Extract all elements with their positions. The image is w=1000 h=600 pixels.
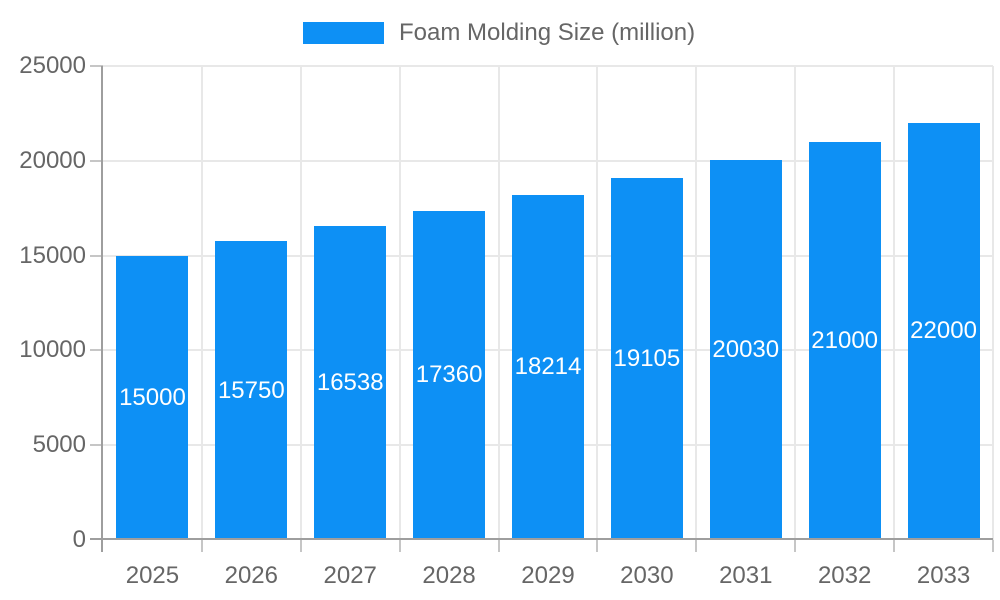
x-axis-tick-label: 2027 [323, 562, 377, 589]
bar[interactable] [116, 255, 189, 540]
bar-value-label: 15000 [119, 383, 186, 411]
y-axis-tick-label: 0 [72, 526, 86, 553]
bar-value-label: 21000 [811, 326, 879, 354]
bar[interactable] [215, 241, 288, 540]
bar-value-label: 15750 [217, 376, 285, 404]
y-axis-tick-label: 25000 [19, 52, 86, 79]
x-axis-tick-label: 2025 [125, 562, 180, 589]
x-axis-tick [596, 540, 599, 552]
y-axis-tick-label: 20000 [19, 146, 86, 174]
x-axis-tick [794, 540, 797, 552]
x-axis-tick [497, 540, 500, 552]
bar[interactable] [314, 226, 387, 540]
legend-label: Foam Molding Size (million) [399, 19, 696, 46]
legend-item[interactable]: Foam Molding Size (million) [303, 19, 696, 46]
gridline-vertical [398, 66, 401, 540]
y-axis-tick-label: 10000 [19, 336, 86, 364]
gridline-vertical [794, 66, 797, 540]
bar-value-label: 16538 [316, 369, 384, 397]
x-axis-tick-label: 2033 [916, 562, 971, 589]
x-axis-tick [893, 540, 896, 552]
y-axis-tick [90, 159, 103, 162]
gridline-horizontal [103, 65, 993, 67]
bar-value-label: 22000 [910, 317, 977, 345]
x-axis-tick-label: 2029 [521, 562, 575, 589]
gridline-vertical [200, 66, 203, 540]
x-axis-line [90, 538, 993, 540]
gridline-vertical [992, 66, 994, 540]
gridline-vertical [596, 66, 599, 540]
y-axis-tick-label: 15000 [19, 241, 86, 269]
y-axis-tick [90, 65, 103, 67]
y-axis-line [101, 66, 103, 552]
x-axis-tick-label: 2030 [620, 562, 674, 589]
gridline-vertical [695, 66, 698, 540]
y-axis-tick [90, 444, 103, 447]
gridline-vertical [497, 66, 500, 540]
legend-swatch-icon [303, 22, 384, 44]
y-axis-tick-label: 5000 [32, 431, 86, 459]
bar[interactable] [610, 177, 683, 540]
bar[interactable] [709, 160, 782, 540]
x-axis-tick [299, 540, 302, 552]
x-axis-tick [695, 540, 698, 552]
y-axis-tick [90, 254, 103, 257]
bar[interactable] [907, 122, 980, 540]
x-axis-tick-label: 2028 [422, 562, 476, 589]
x-axis-tick-label: 2026 [224, 562, 278, 589]
bar-value-label: 19105 [613, 344, 681, 372]
y-axis-tick [90, 349, 103, 352]
bar-value-label: 20030 [712, 336, 780, 364]
x-axis-tick [398, 540, 401, 552]
x-axis-tick [200, 540, 203, 552]
x-axis-tick-label: 2032 [817, 562, 872, 589]
bar[interactable] [808, 141, 881, 540]
x-axis-tick-label: 2031 [719, 562, 773, 589]
bar-value-label: 17360 [415, 361, 483, 389]
bar[interactable] [413, 210, 486, 540]
gridline-vertical [893, 66, 896, 540]
gridline-vertical [299, 66, 302, 540]
x-axis-tick [992, 540, 994, 552]
gridline-horizontal [103, 159, 993, 162]
bar-value-label: 18214 [514, 353, 582, 381]
bar[interactable] [512, 194, 584, 540]
